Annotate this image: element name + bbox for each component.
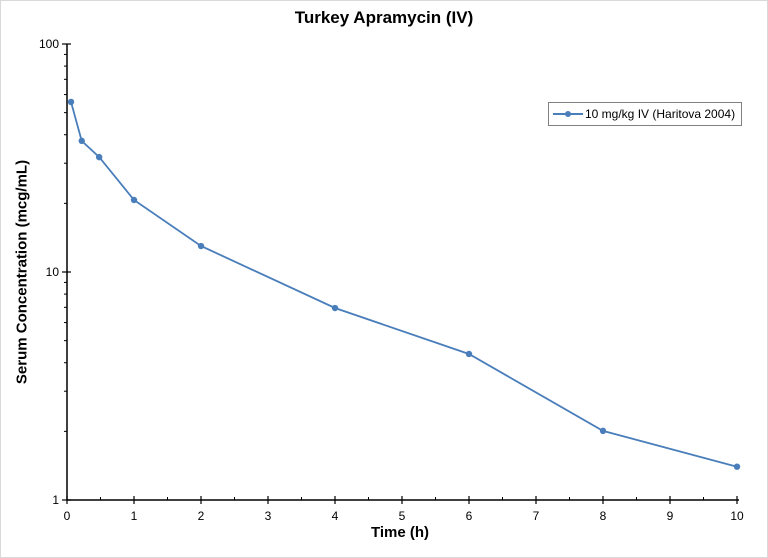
- data-point-marker: [733, 463, 741, 470]
- y-tick-label: 1: [52, 493, 59, 507]
- x-axis-label: Time (h): [370, 524, 430, 541]
- data-point-marker: [78, 137, 85, 145]
- x-tick-label: 8: [600, 509, 607, 523]
- y-tick-label: 100: [39, 37, 59, 51]
- data-point-marker: [331, 304, 339, 312]
- legend-label: 10 mg/kg IV (Haritova 2004): [585, 107, 736, 121]
- x-tick-label: 10: [730, 509, 744, 523]
- x-tick-label: 1: [131, 509, 138, 523]
- x-tick-label: 2: [198, 509, 205, 523]
- x-tick-label: 7: [533, 509, 540, 523]
- data-point-marker: [95, 153, 103, 161]
- x-tick-label: 4: [332, 509, 339, 523]
- data-point-marker: [465, 350, 473, 358]
- series-line: [70, 101, 738, 468]
- x-tick-label: 5: [399, 509, 406, 523]
- chart-title: Turkey Apramycin (IV): [294, 8, 474, 27]
- x-tick-label: 3: [265, 509, 272, 523]
- data-point-marker: [599, 427, 607, 435]
- data-series: [67, 98, 741, 470]
- data-point-marker: [130, 196, 138, 204]
- legend-line-marker-icon: [553, 108, 583, 120]
- x-tick-label: 6: [466, 509, 473, 523]
- data-point-marker: [67, 98, 75, 106]
- data-point-marker: [197, 242, 205, 250]
- legend: 10 mg/kg IV (Haritova 2004): [548, 102, 743, 126]
- x-tick-label: 0: [64, 509, 71, 523]
- y-tick-label: 10: [46, 265, 60, 279]
- x-tick-label: 9: [667, 509, 674, 523]
